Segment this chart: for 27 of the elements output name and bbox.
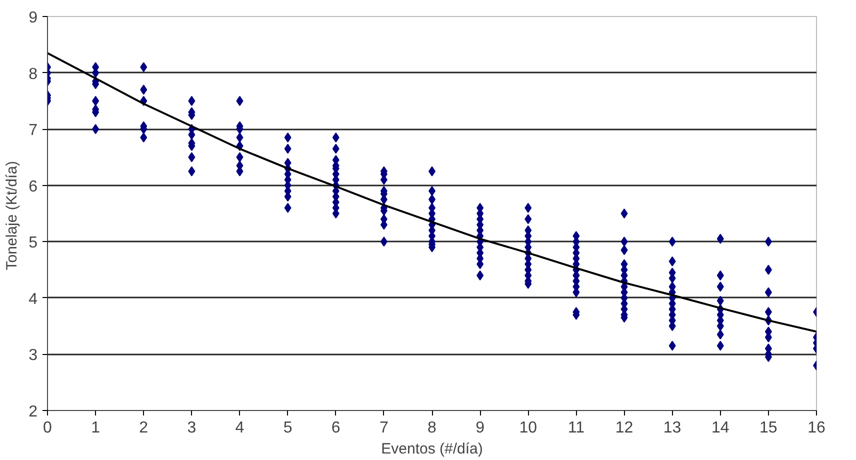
y-tick-label: 6 xyxy=(28,178,38,196)
x-tick-label: 13 xyxy=(663,420,682,436)
y-tick-label: 5 xyxy=(28,234,38,252)
y-tick-label: 7 xyxy=(28,122,38,140)
x-tick-label: 6 xyxy=(331,420,340,436)
x-tick-label: 16 xyxy=(808,420,826,436)
x-tick-label: 15 xyxy=(760,420,778,436)
x-tick-label: 2 xyxy=(139,420,148,436)
x-tick-label: 10 xyxy=(519,420,538,436)
y-tick-label: 3 xyxy=(28,347,38,364)
x-tick-label: 3 xyxy=(187,420,196,436)
x-tick-label: 5 xyxy=(283,420,292,436)
y-tick-label: 9 xyxy=(28,10,38,26)
y-tick-label: 4 xyxy=(28,290,38,308)
x-axis-title: Eventos (#/día) xyxy=(381,440,483,458)
x-tick-label: 0 xyxy=(43,420,52,436)
x-tick-label: 4 xyxy=(235,420,244,436)
x-tick-label: 8 xyxy=(428,420,437,436)
x-tick-label: 1 xyxy=(91,420,100,436)
y-tick-label: 8 xyxy=(28,66,38,83)
y-tick-label: 2 xyxy=(28,404,38,420)
x-tick-label: 14 xyxy=(711,420,730,436)
x-tick-label: 9 xyxy=(476,420,485,436)
x-tick-label: 7 xyxy=(379,420,388,436)
x-tick-label: 12 xyxy=(615,420,634,436)
y-axis-title: Tonelaje (Kt/día) xyxy=(4,160,21,270)
x-tick-label: 11 xyxy=(568,420,585,436)
